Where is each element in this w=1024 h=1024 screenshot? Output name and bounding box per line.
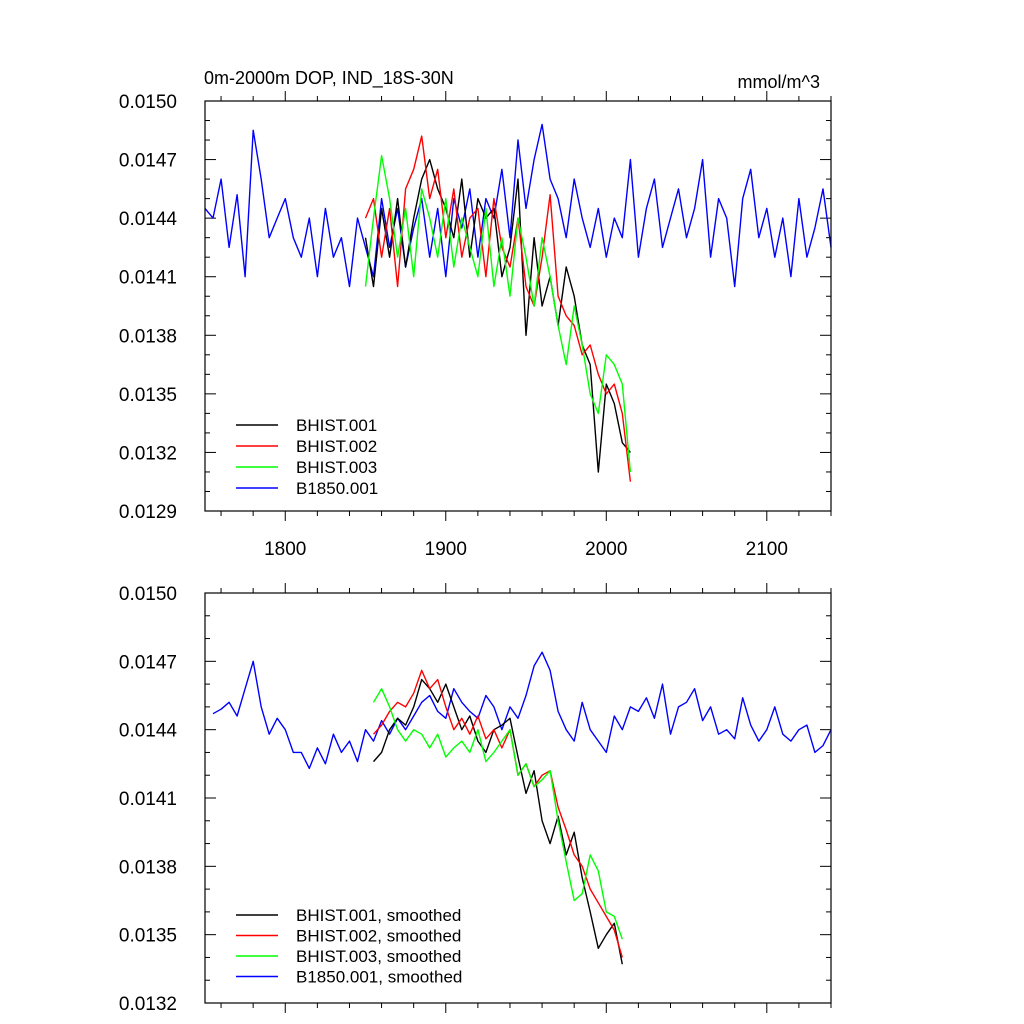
y-tick-label: 0.0129 [119, 502, 177, 523]
legend: BHIST.001 BHIST.002 BHIST.003 B1850.001 [236, 416, 378, 498]
series-line-0 [372, 678, 623, 965]
series-line-2 [372, 688, 623, 940]
bottom-panel: 0.0132 0.0135 0.0138 0.0141 0.0144 0.0147 0.01… [119, 583, 832, 1015]
y-tick-label: 0.0138 [119, 326, 177, 347]
plot-frame [204, 592, 832, 1004]
y-tick-label: 0.0147 [119, 151, 177, 172]
units-label: mmol/m^3 [738, 72, 820, 92]
series-line-1 [364, 135, 632, 482]
series-line-1 [372, 669, 623, 958]
legend-label: BHIST.001, smoothed [296, 906, 461, 925]
y-tick-label: 0.0150 [119, 584, 177, 605]
legend-label: BHIST.002 [296, 437, 377, 456]
y-tick-label: 0.0132 [119, 994, 177, 1015]
legend-label: BHIST.003 [296, 458, 377, 477]
series-layer [212, 651, 832, 965]
y-tick-label: 0.0141 [119, 268, 177, 289]
series-line-3 [204, 123, 832, 288]
x-tick-label: 2100 [746, 539, 788, 560]
axes-layer: 0.0132 0.0135 0.0138 0.0141 0.0144 0.0147 0.01… [119, 583, 832, 1015]
legend-label: BHIST.002, smoothed [296, 927, 461, 946]
axes-layer: 0.0129 0.0132 0.0135 0.0138 0.0141 0.0144 0.01… [119, 91, 832, 560]
x-tick-label: 2000 [585, 539, 627, 560]
series-layer [204, 123, 832, 482]
legend-label: BHIST.003, smoothed [296, 947, 461, 966]
legend-label: B1850.001, smoothed [296, 968, 462, 987]
y-tick-label: 0.0135 [119, 385, 177, 406]
y-tick-label: 0.0138 [119, 857, 177, 878]
legend: BHIST.001, smoothed BHIST.002, smoothedBH… [236, 906, 462, 987]
y-tick-label: 0.0135 [119, 926, 177, 947]
y-tick-label: 0.0141 [119, 789, 177, 810]
legend-label: BHIST.001 [296, 416, 377, 435]
y-tick-label: 0.0144 [119, 209, 178, 230]
series-line-3 [212, 651, 832, 770]
series-line-0 [364, 158, 631, 473]
chart-title: 0m-2000m DOP, IND_18S-30N [204, 68, 454, 89]
top-panel: 0m-2000m DOP, IND_18S-30N mmol/m^3 0.012… [119, 68, 832, 560]
y-tick-label: 0.0147 [119, 652, 177, 673]
series-line-2 [364, 155, 632, 473]
x-tick-label: 1800 [264, 539, 306, 560]
legend-label: B1850.001 [296, 479, 378, 498]
y-tick-label: 0.0132 [119, 443, 177, 464]
x-tick-label: 1900 [425, 539, 467, 560]
plot-frame [204, 100, 832, 512]
y-tick-label: 0.0144 [119, 721, 178, 742]
y-tick-label: 0.0150 [119, 92, 177, 113]
